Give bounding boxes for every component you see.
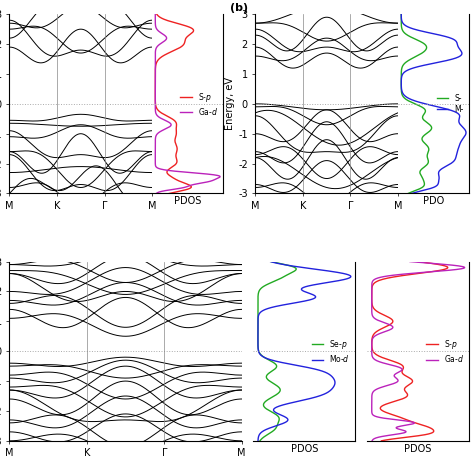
Legend: S-, M-: S-, M- <box>436 92 465 116</box>
X-axis label: PDOS: PDOS <box>404 444 432 454</box>
X-axis label: PDOS: PDOS <box>291 444 318 454</box>
Legend: S-$p$, Ga-$d$: S-$p$, Ga-$d$ <box>179 89 219 118</box>
Y-axis label: Energy, eV: Energy, eV <box>225 77 235 130</box>
Text: (b): (b) <box>230 3 248 13</box>
Legend: S-$p$, Ga-$d$: S-$p$, Ga-$d$ <box>425 337 465 366</box>
X-axis label: PDO: PDO <box>423 196 444 206</box>
X-axis label: PDOS: PDOS <box>174 196 201 206</box>
Legend: Se-$p$, Mo-$d$: Se-$p$, Mo-$d$ <box>310 337 352 366</box>
